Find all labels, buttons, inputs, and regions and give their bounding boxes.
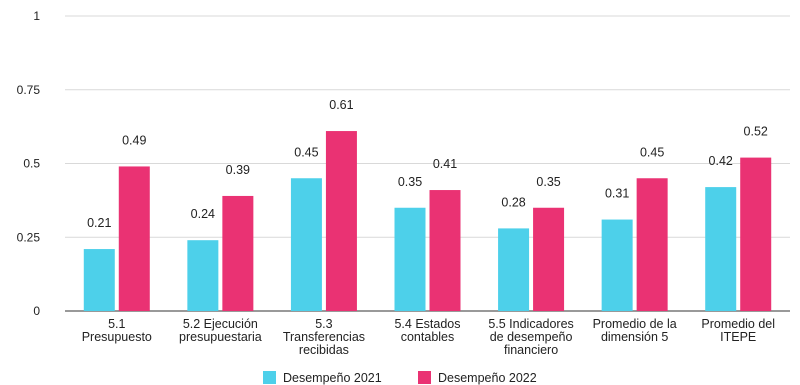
legend-swatch-2022 xyxy=(418,371,431,384)
y-tick-label: 0.75 xyxy=(17,83,41,97)
x-category-label-line: recibidas xyxy=(299,343,349,357)
y-tick-label: 0.5 xyxy=(23,157,40,171)
bar-2022 xyxy=(222,195,254,311)
data-label-2021: 0.35 xyxy=(398,175,422,189)
x-category-label: Promedio de la dimensión 5 xyxy=(593,317,677,344)
bar-2022 xyxy=(636,178,668,311)
x-category-label-line: financiero xyxy=(504,343,558,357)
y-axis: 0 0.25 0.5 0.75 1 xyxy=(17,9,41,318)
data-label-2022: 0.41 xyxy=(433,157,457,171)
legend-swatch-2021 xyxy=(263,371,276,384)
bar-2021 xyxy=(601,219,633,311)
data-label-2022: 0.52 xyxy=(744,125,768,139)
x-category-label-line: 5.5 Indicadores xyxy=(488,317,573,331)
x-category-label-line: 5.3 xyxy=(315,317,332,331)
data-label-2021: 0.21 xyxy=(87,216,111,230)
y-tick-label: 0 xyxy=(33,304,40,318)
y-tick-label: 1 xyxy=(33,9,40,23)
x-category-label-line: 5.1 xyxy=(108,317,125,331)
bars xyxy=(83,131,772,311)
data-label-2021: 0.31 xyxy=(605,187,629,201)
gridlines xyxy=(65,15,790,312)
y-tick-label: 0.25 xyxy=(17,230,41,244)
data-label-2021: 0.24 xyxy=(191,207,215,221)
x-category-label-line: 5.4 Estados xyxy=(394,317,460,331)
legend-label-2022: Desempeño 2022 xyxy=(438,371,537,385)
bar-2021 xyxy=(83,249,115,311)
x-category-label: Promedio del ITEPE xyxy=(701,317,775,344)
data-label-2022: 0.35 xyxy=(536,175,560,189)
x-category-label: 5.3 Transferencias recibidas xyxy=(283,317,365,357)
x-category-label-line: ITEPE xyxy=(720,330,756,344)
bar-2022 xyxy=(740,157,772,311)
data-label-2022: 0.61 xyxy=(329,98,353,112)
bar-2021 xyxy=(187,240,219,311)
bar-2021 xyxy=(290,178,322,311)
legend-label-2021: Desempeño 2021 xyxy=(283,371,382,385)
bar-2021 xyxy=(394,207,426,311)
x-axis: 5.1 Presupuesto 5.2 Ejecución presupuestari… xyxy=(82,317,775,357)
x-category-label: 5.5 Indicadores de desempeño financiero xyxy=(488,317,573,357)
x-category-label-line: dimensión 5 xyxy=(601,330,668,344)
data-label-2021: 0.45 xyxy=(294,145,318,159)
data-label-2022: 0.39 xyxy=(226,163,250,177)
x-category-label-line: de desempeño xyxy=(490,330,573,344)
x-category-label-line: Transferencias xyxy=(283,330,365,344)
x-category-label-line: Presupuesto xyxy=(82,330,152,344)
bar-2022 xyxy=(429,190,461,311)
data-label-2022: 0.49 xyxy=(122,133,146,147)
x-category-label: 5.2 Ejecución presupuestaria xyxy=(179,317,262,344)
x-category-label-line: 5.2 Ejecución xyxy=(183,317,258,331)
bar-2022 xyxy=(118,166,150,311)
legend: Desempeño 2021 Desempeño 2022 xyxy=(263,371,537,385)
data-label-2021: 0.42 xyxy=(709,154,733,168)
x-category-label: 5.1 Presupuesto xyxy=(82,317,152,344)
data-label-2021: 0.28 xyxy=(501,195,525,209)
x-category-label-line: contables xyxy=(401,330,455,344)
x-category-label-line: presupuestaria xyxy=(179,330,262,344)
data-label-2022: 0.45 xyxy=(640,145,664,159)
x-category-label: 5.4 Estados contables xyxy=(394,317,460,344)
bar-2021 xyxy=(498,228,530,311)
bar-2021 xyxy=(705,187,737,311)
x-category-label-line: Promedio de la xyxy=(593,317,677,331)
bar-2022 xyxy=(533,207,565,311)
data-labels: 0.21 0.49 0.24 0.39 0.45 0.61 0.35 0.41 0.28 0.35… xyxy=(87,98,768,230)
bar-2022 xyxy=(325,131,357,311)
x-category-label-line: Promedio del xyxy=(701,317,775,331)
